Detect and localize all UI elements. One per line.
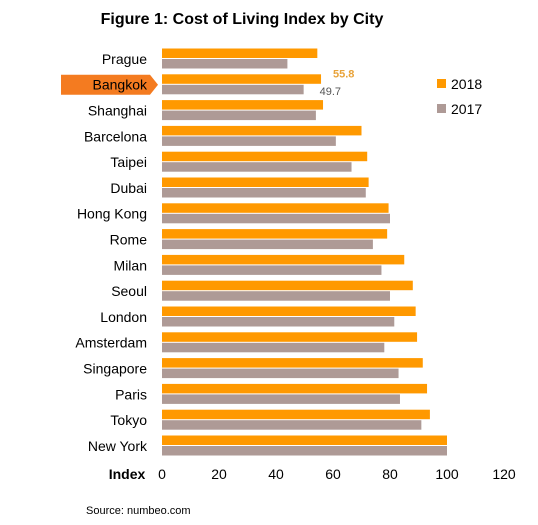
category-label-milan: Milan [114, 257, 147, 273]
bar-2017-paris [162, 394, 400, 404]
category-label-seoul: Seoul [111, 283, 147, 299]
highlight-annotations: 55.8 49.7 [320, 68, 355, 98]
bar-2018-milan [162, 254, 405, 265]
category-label-singapore: Singapore [83, 361, 147, 377]
bar-2018-taipei [162, 151, 368, 162]
bar-2018-seoul [162, 280, 413, 291]
bar-2018-tokyo [162, 409, 430, 420]
x-tick-20: 20 [211, 466, 227, 482]
category-label-barcelona: Barcelona [84, 128, 147, 144]
bar-2018-dubai [162, 177, 369, 187]
bar-2017-new-york [162, 446, 447, 456]
legend-label-2018: 2018 [451, 76, 482, 92]
bar-2017-dubai [162, 188, 366, 198]
category-label-bangkok: Bangkok [93, 77, 148, 93]
bar-2018-rome [162, 229, 388, 239]
bar-2017-prague [162, 59, 288, 69]
bar-2017-amsterdam [162, 342, 385, 353]
x-tick-80: 80 [382, 466, 398, 482]
bar-2017-shanghai [162, 110, 316, 121]
category-labels: Prague Bangkok Shanghai Barcelona Taipei Duba… [61, 51, 158, 454]
bar-2018-shanghai [162, 100, 324, 110]
x-tick-0: 0 [158, 466, 166, 482]
x-tick-40: 40 [268, 466, 284, 482]
bar-2018-singapore [162, 358, 423, 368]
bar-2018-bangkok [162, 74, 322, 84]
bar-2018-barcelona [162, 125, 362, 136]
bar-2018-prague [162, 48, 318, 58]
bar-2017-milan [162, 265, 382, 275]
x-tick-120: 120 [492, 466, 516, 482]
highlight-marker [61, 74, 158, 95]
category-label-paris: Paris [115, 386, 147, 402]
legend: 2018 2017 [437, 76, 482, 117]
category-label-shanghai: Shanghai [88, 103, 147, 119]
category-label-new-york: New York [88, 438, 148, 454]
bar-2017-bangkok [162, 84, 304, 95]
category-label-hong-kong: Hong Kong [77, 206, 147, 222]
bars-group [162, 48, 447, 456]
category-label-london: London [100, 309, 147, 325]
data-label-2017-bangkok: 49.7 [320, 86, 341, 98]
bar-2018-new-york [162, 435, 447, 445]
legend-swatch-2018 [437, 79, 446, 88]
bar-2018-london [162, 306, 416, 316]
data-label-2018-bangkok: 55.8 [333, 68, 354, 80]
bar-2017-taipei [162, 162, 352, 172]
bar-2018-amsterdam [162, 332, 418, 342]
source-note: Source: numbeo.com [86, 505, 191, 517]
x-axis-label: Index [109, 466, 146, 482]
category-label-rome: Rome [110, 232, 148, 248]
category-label-amsterdam: Amsterdam [75, 335, 147, 351]
bar-2017-hong-kong [162, 213, 390, 224]
bar-2017-london [162, 317, 395, 327]
category-label-taipei: Taipei [110, 154, 147, 170]
category-label-tokyo: Tokyo [110, 412, 147, 428]
bar-2017-barcelona [162, 136, 336, 146]
bar-2017-tokyo [162, 420, 422, 430]
chart-title: Figure 1: Cost of Living Index by City [101, 11, 384, 28]
category-label-dubai: Dubai [110, 180, 147, 196]
legend-label-2017: 2017 [451, 101, 482, 117]
category-label-prague: Prague [102, 51, 147, 67]
bar-2017-rome [162, 239, 373, 250]
bar-2018-paris [162, 383, 428, 394]
bar-2017-seoul [162, 291, 390, 301]
x-tick-100: 100 [435, 466, 459, 482]
bar-2018-hong-kong [162, 203, 389, 213]
bar-2017-singapore [162, 368, 399, 379]
x-tick-60: 60 [325, 466, 341, 482]
x-tick-labels: 0 20 40 60 80 100 120 [158, 466, 516, 482]
legend-swatch-2017 [437, 104, 446, 113]
